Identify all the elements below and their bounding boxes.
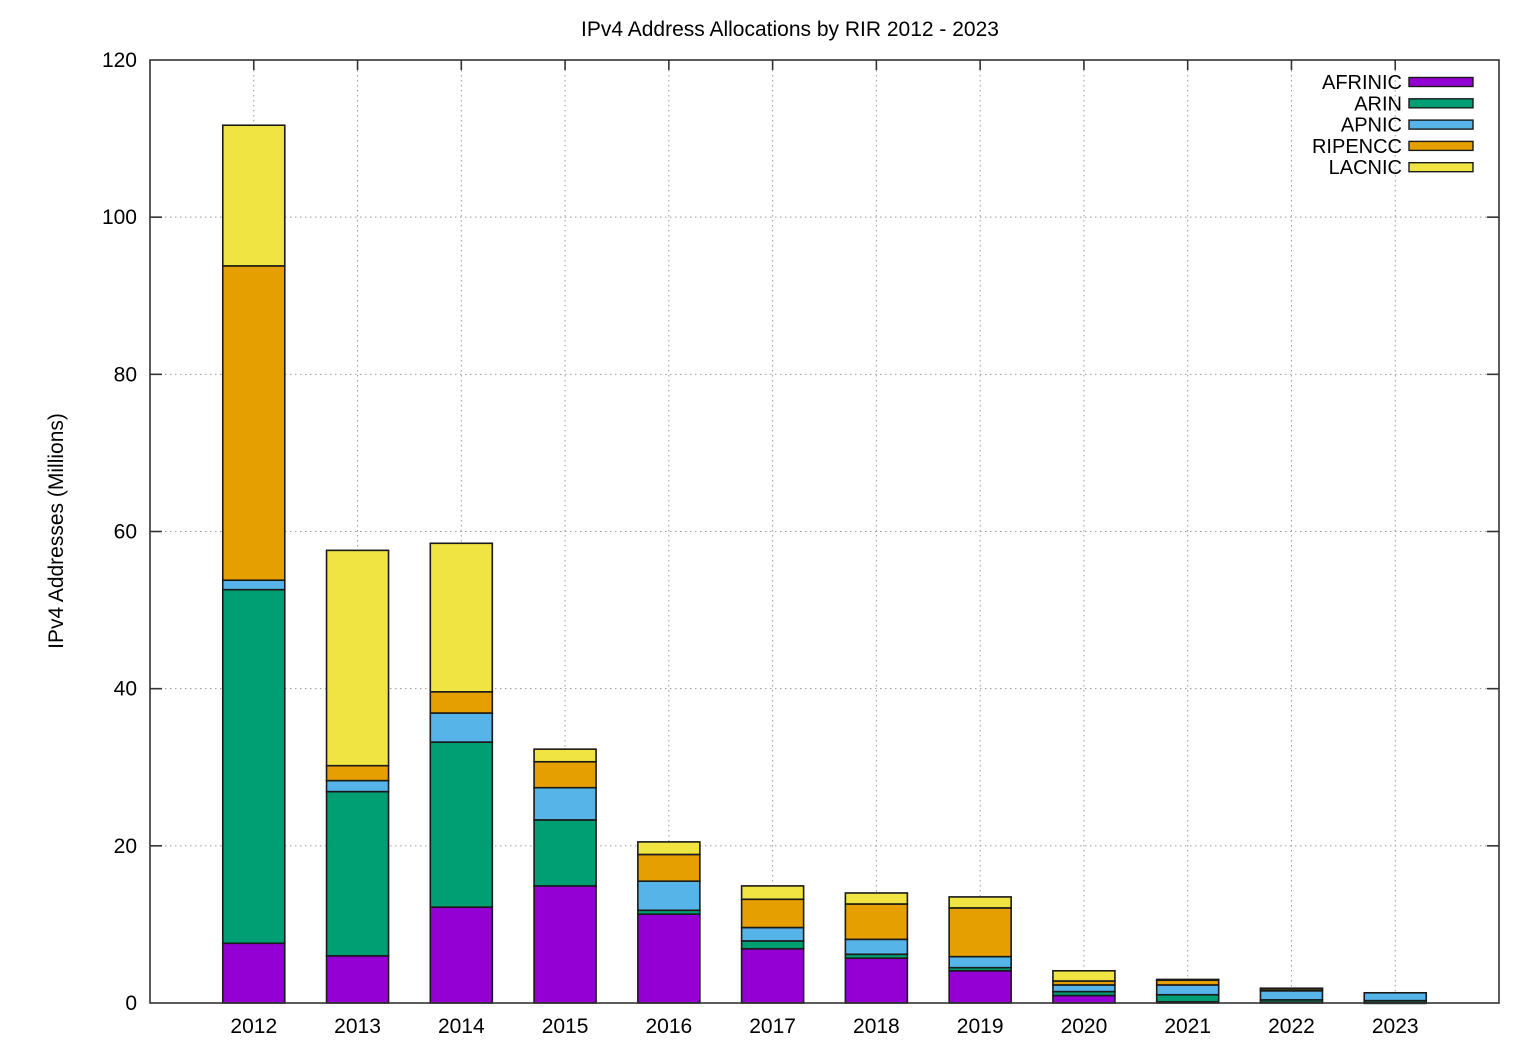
plot-border <box>149 59 1500 1004</box>
bar-segment-2012-APNIC <box>221 579 286 591</box>
y-tick-label: 60 <box>114 521 137 544</box>
x-tick-label-2016: 2016 <box>645 1015 692 1038</box>
x-tick-label-2020: 2020 <box>1061 1015 1108 1038</box>
y-tick-label: 0 <box>125 992 137 1015</box>
bar-segment-2012-ARIN <box>221 588 286 945</box>
y-tick-label: 80 <box>114 363 137 386</box>
bar-segment-2018-APNIC <box>844 938 909 956</box>
legend-row-AFRINIC: AFRINIC <box>1322 72 1474 94</box>
bar-segment-2017-AFRINIC <box>740 947 805 1004</box>
legend-row-APNIC: APNIC <box>1341 115 1474 137</box>
labels-layer: 0 20 40 60 80 100 120 2012 2013 2014 2015 2016 2017 2… <box>102 49 1419 1038</box>
bar-segment-2021-LACNIC <box>1155 978 1220 982</box>
bar-segment-2013-APNIC <box>325 779 390 793</box>
bar-segment-2017-APNIC <box>740 926 805 942</box>
bar-segment-2022-LACNIC <box>1259 987 1324 990</box>
bar-segment-2014-RIPENCC <box>429 691 494 714</box>
legend-swatch-APNIC <box>1408 119 1474 130</box>
bar-segment-2016-LACNIC <box>637 841 701 856</box>
legend-swatch-LACNIC <box>1408 161 1474 173</box>
bars-layer <box>221 124 1428 1005</box>
bar-segment-2017-RIPENCC <box>740 898 805 929</box>
x-tick-label-2019: 2019 <box>957 1015 1004 1038</box>
bar-segment-2014-LACNIC <box>429 542 494 693</box>
bar-segment-2012-AFRINIC <box>221 942 286 1004</box>
bar-segment-2015-APNIC <box>533 786 597 821</box>
legend-label-ARIN: ARIN <box>1354 93 1402 115</box>
bar-segment-2014-AFRINIC <box>429 906 494 1004</box>
bar-segment-2018-LACNIC <box>844 892 909 905</box>
x-tick-label-2017: 2017 <box>749 1015 796 1038</box>
x-tick-label-2012: 2012 <box>230 1015 277 1038</box>
bar-segment-2016-RIPENCC <box>637 853 701 882</box>
legend-swatch-ARIN <box>1408 98 1474 109</box>
bar-segment-2017-ARIN <box>740 940 805 950</box>
bar-segment-2019-APNIC <box>948 955 1012 969</box>
x-tick-label-2022: 2022 <box>1268 1015 1315 1038</box>
bar-segment-2016-APNIC <box>637 880 701 912</box>
bar-segment-2015-LACNIC <box>533 748 597 763</box>
bar-segment-2020-AFRINIC <box>1052 994 1116 1004</box>
x-tick-label-2014: 2014 <box>438 1015 485 1038</box>
bar-segment-2019-AFRINIC <box>948 969 1012 1004</box>
bar-segment-2015-AFRINIC <box>533 885 597 1004</box>
bar-segment-2013-LACNIC <box>325 549 390 767</box>
bar-segment-2014-APNIC <box>429 712 494 743</box>
y-axis-label: IPv4 Addresses (Millions) <box>45 413 68 649</box>
bar-segment-2015-ARIN <box>533 819 597 887</box>
bar-segment-2012-RIPENCC <box>221 265 286 582</box>
legend-label-LACNIC: LACNIC <box>1329 157 1402 179</box>
x-tick-label-2021: 2021 <box>1164 1015 1211 1038</box>
bar-segment-2013-RIPENCC <box>325 764 390 782</box>
bar-segment-2019-LACNIC <box>948 896 1012 909</box>
y-tick-label: 100 <box>102 206 137 229</box>
bar-segment-2019-RIPENCC <box>948 907 1012 958</box>
bar-segment-2021-ARIN <box>1155 993 1220 1003</box>
legend-row-ARIN: ARIN <box>1354 93 1474 115</box>
bar-segment-2021-APNIC <box>1155 984 1220 996</box>
legend-row-LACNIC: LACNIC <box>1329 157 1474 179</box>
bar-segment-2017-LACNIC <box>740 885 805 901</box>
legend-label-AFRINIC: AFRINIC <box>1322 72 1402 94</box>
chart-title: IPv4 Address Allocations by RIR 2012 - 2… <box>581 18 999 41</box>
bar-segment-2012-LACNIC <box>221 124 286 267</box>
legend-swatch-RIPENCC <box>1408 140 1474 152</box>
bar-segment-2018-RIPENCC <box>844 903 909 941</box>
bar-segment-2013-ARIN <box>325 790 390 957</box>
bar-segment-2022-APNIC <box>1259 990 1324 1001</box>
bar-segment-2015-RIPENCC <box>533 760 597 789</box>
y-tick-label: 40 <box>114 678 137 701</box>
bar-segment-2013-AFRINIC <box>325 955 390 1004</box>
x-tick-label-2015: 2015 <box>542 1015 589 1038</box>
bar-segment-2018-AFRINIC <box>844 957 909 1004</box>
x-tick-label-2018: 2018 <box>853 1015 900 1038</box>
y-tick-label: 120 <box>102 49 137 72</box>
x-tick-label-2013: 2013 <box>334 1015 381 1038</box>
bar-segment-2020-LACNIC <box>1052 969 1116 982</box>
legend-swatch-AFRINIC <box>1408 76 1474 88</box>
legend-row-RIPENCC: RIPENCC <box>1312 136 1474 158</box>
x-tick-label-2023: 2023 <box>1372 1015 1419 1038</box>
y-tick-label: 20 <box>114 835 137 858</box>
bar-segment-2023-APNIC <box>1363 991 1428 1002</box>
bar-segment-2020-APNIC <box>1052 984 1116 993</box>
bar-segment-2016-AFRINIC <box>637 913 701 1004</box>
legend-label-APNIC: APNIC <box>1341 115 1402 137</box>
legend-label-RIPENCC: RIPENCC <box>1312 136 1402 158</box>
bar-segment-2014-ARIN <box>429 741 494 908</box>
